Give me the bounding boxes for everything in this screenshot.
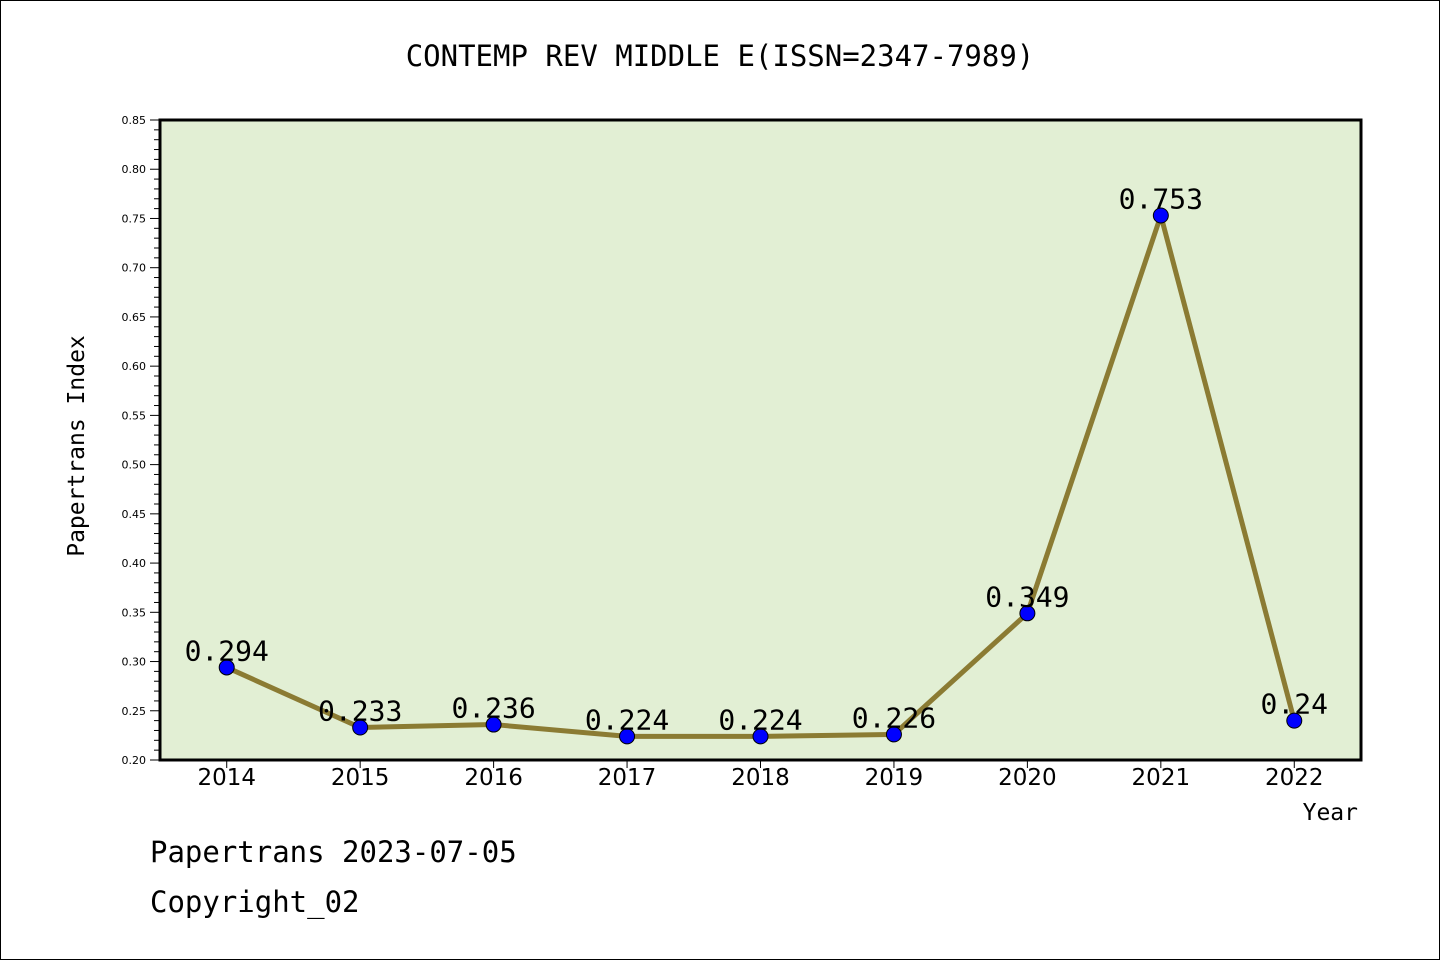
data-label: 0.224 [585,703,669,736]
data-point [1286,712,1303,729]
data-point [1152,207,1169,224]
x-axis-label: Year [1303,800,1358,826]
x-tick-label: 2017 [598,765,657,791]
data-point [485,716,502,733]
y-tick-label: 0.25 [122,705,147,718]
x-tick-label: 2014 [197,765,256,791]
x-tick-label: 2016 [464,765,523,791]
y-tick-label: 0.55 [122,409,147,422]
x-tick-label: 2019 [865,765,924,791]
footer-date: Papertrans 2023-07-05 [150,835,517,869]
x-tick-label: 2022 [1265,765,1324,791]
data-point [752,728,769,745]
x-tick-label: 2021 [1132,765,1191,791]
y-tick-label: 0.65 [122,311,147,324]
y-tick-label: 0.30 [122,656,147,669]
y-axis-label: Papertrans Index [64,335,90,557]
data-point [619,728,636,745]
data-label: 0.224 [718,703,802,736]
data-point [352,719,369,736]
y-tick-label: 0.75 [122,212,147,225]
x-tick-label: 2018 [731,765,790,791]
data-point [218,659,235,676]
data-label: 0.236 [451,692,535,725]
plot-border [158,118,1363,762]
data-label: 0.24 [1261,688,1328,721]
data-label: 0.294 [185,634,269,667]
y-tick-label: 0.50 [122,459,147,472]
y-tick-label: 0.35 [122,606,147,619]
data-label: 0.753 [1119,183,1203,216]
y-tick-label: 0.45 [122,508,147,521]
data-label: 0.349 [985,580,1069,613]
data-label: 0.233 [318,695,402,728]
y-tick-label: 0.85 [122,114,147,127]
x-tick-label: 2015 [331,765,390,791]
data-label: 0.226 [852,701,936,734]
y-tick-label: 0.80 [122,163,147,176]
y-tick-label: 0.70 [122,262,147,275]
data-point [885,726,902,743]
y-tick-label: 0.60 [122,360,147,373]
y-tick-label: 0.20 [122,754,147,767]
plot-background [160,120,1361,760]
data-point [1019,605,1036,622]
footer-copyright: Copyright_02 [150,885,360,919]
x-tick-label: 2020 [998,765,1057,791]
chart-title: CONTEMP REV MIDDLE E(ISSN=2347-7989) [406,39,1035,73]
y-tick-label: 0.40 [122,557,147,570]
